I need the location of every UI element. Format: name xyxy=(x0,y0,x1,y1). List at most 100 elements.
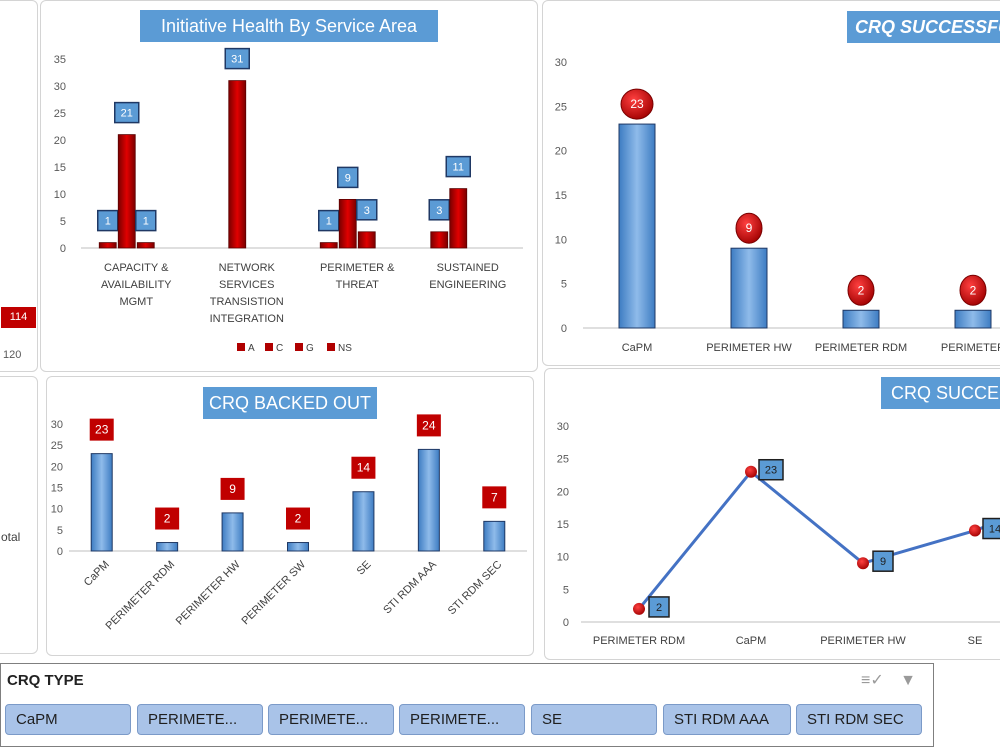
y-tick-label: 30 xyxy=(557,421,569,433)
y-tick-label: 20 xyxy=(555,146,567,158)
x-category-label: PERIMETER RDM xyxy=(104,559,178,633)
data-label: 23 xyxy=(765,465,777,477)
data-label-box xyxy=(135,209,157,232)
slicer-button[interactable]: PERIMETE... xyxy=(137,704,263,735)
data-label-box xyxy=(482,486,507,509)
data-label: 2 xyxy=(858,283,865,297)
y-tick-label: 20 xyxy=(51,461,63,473)
slicer-header: CRQ TYPE xyxy=(7,672,84,689)
data-label: 2 xyxy=(656,602,662,614)
data-label-box xyxy=(97,209,119,232)
data-label: 1 xyxy=(143,216,149,228)
slicer-button[interactable]: SE xyxy=(531,704,657,735)
successful-chart-panel: CRQ SUCCESSFU 0 5 10 15 20 25 30 23 CaPM 9 PERIMETE… xyxy=(542,0,1000,366)
data-label-box xyxy=(416,414,441,437)
slicer-button[interactable]: STI RDM AAA xyxy=(663,704,791,735)
x-category-label: PERIMETER xyxy=(941,342,1000,354)
backed-out-chart: CRQ BACKED OUT 0 5 10 15 20 25 30 23 CaPM 2 PERIMET… xyxy=(51,387,527,633)
success-line-chart-panel: CRQ SUCCES 0 5 10 15 20 25 30 2 PERIMETER RDM 23 Ca… xyxy=(544,368,1000,660)
data-label-box xyxy=(982,517,1000,540)
data-label-bubble xyxy=(847,274,875,306)
left-stub-axis-tick: 120 xyxy=(3,349,22,361)
y-tick-label: 0 xyxy=(561,323,567,335)
data-label-box xyxy=(872,550,894,572)
bar xyxy=(352,491,375,552)
slicer-button[interactable]: PERIMETE... xyxy=(268,704,394,735)
data-label: 23 xyxy=(95,423,109,437)
y-tick-label: 15 xyxy=(557,519,569,531)
legend-swatch xyxy=(265,343,273,351)
data-label: 24 xyxy=(422,418,436,432)
bar-C xyxy=(117,134,136,249)
chart-title-box xyxy=(881,377,1000,409)
chart-title: CRQ BACKED OUT xyxy=(209,393,371,413)
data-label: 1 xyxy=(105,216,111,228)
y-tick-label: 25 xyxy=(51,440,63,452)
y-tick-label: 10 xyxy=(51,504,63,516)
clear-filter-icon[interactable]: ▼ xyxy=(900,672,916,689)
data-point xyxy=(969,524,981,537)
y-tick-label: 0 xyxy=(563,617,569,629)
data-label-box xyxy=(155,507,180,530)
data-label-box xyxy=(318,209,340,232)
health-chart-panel: Initiative Health By Service Area 0 5 10 15 2… xyxy=(40,0,538,372)
y-tick-label: 10 xyxy=(555,234,567,246)
chart-title: CRQ SUCCESSFU xyxy=(855,17,1000,37)
bar-G xyxy=(357,231,376,249)
y-tick-label: 5 xyxy=(57,525,63,537)
slicer-button[interactable]: CaPM xyxy=(5,704,131,735)
crq-type-slicer: CRQ TYPE ≡✓ ▼ CaPM PERIMETE... PERIMETE.… xyxy=(0,663,934,747)
data-label-box xyxy=(224,47,250,70)
data-point xyxy=(745,465,757,478)
legend-swatch xyxy=(327,343,335,351)
bar-G xyxy=(136,242,155,249)
slicer-button[interactable]: STI RDM SEC xyxy=(796,704,922,735)
data-label: 9 xyxy=(229,482,236,496)
bar xyxy=(417,448,440,552)
data-label: 9 xyxy=(880,556,886,568)
y-tick-label: 20 xyxy=(54,135,66,147)
bar-A xyxy=(98,242,117,249)
x-category-label: CaPM xyxy=(622,342,653,354)
x-category-label: STI RDM AAA xyxy=(381,558,439,616)
left-stub-total-label: otal xyxy=(1,530,21,544)
chart-title-box xyxy=(140,10,438,42)
data-label: 9 xyxy=(746,221,753,235)
legend-swatch xyxy=(295,343,303,351)
y-tick-label: 5 xyxy=(563,584,569,596)
data-label: 2 xyxy=(295,512,302,526)
x-category-label: NETWORK SERVICES TRANSISTION INTEGRATION xyxy=(210,262,284,325)
data-label-bubble xyxy=(959,274,987,306)
data-label: 2 xyxy=(970,283,977,297)
left-stub-badge: 114 xyxy=(1,307,36,328)
data-label-box xyxy=(758,458,784,481)
multi-select-icon[interactable]: ≡✓ xyxy=(861,672,884,689)
bar xyxy=(954,309,992,329)
data-label: 9 xyxy=(345,172,351,184)
y-tick-label: 35 xyxy=(54,54,66,66)
x-category-label: SE xyxy=(968,635,983,647)
bar xyxy=(483,520,506,552)
y-tick-label: 15 xyxy=(555,190,567,202)
left-stub-panel-bottom: otal xyxy=(0,376,38,654)
x-category-label: PERIMETER HW xyxy=(706,342,792,354)
data-point xyxy=(857,557,869,570)
data-label-box xyxy=(428,199,450,221)
data-label-box xyxy=(220,477,245,500)
y-tick-label: 25 xyxy=(54,108,66,120)
slicer-button[interactable]: PERIMETE... xyxy=(399,704,525,735)
data-label: 21 xyxy=(121,108,133,120)
data-label: 3 xyxy=(364,205,370,217)
data-label: 14 xyxy=(989,524,1000,536)
y-tick-label: 30 xyxy=(54,81,66,93)
data-label-box xyxy=(89,418,114,441)
y-tick-label: 25 xyxy=(557,454,569,466)
data-label: 14 xyxy=(357,461,371,475)
y-tick-label: 10 xyxy=(557,552,569,564)
bar-C xyxy=(228,80,247,249)
chart-title: CRQ SUCCES xyxy=(891,383,1000,403)
bar-C xyxy=(449,188,468,249)
y-tick-label: 20 xyxy=(557,486,569,498)
bar xyxy=(618,123,656,329)
success-line-chart: CRQ SUCCES 0 5 10 15 20 25 30 2 PERIMETER RDM 23 Ca… xyxy=(557,377,1000,647)
